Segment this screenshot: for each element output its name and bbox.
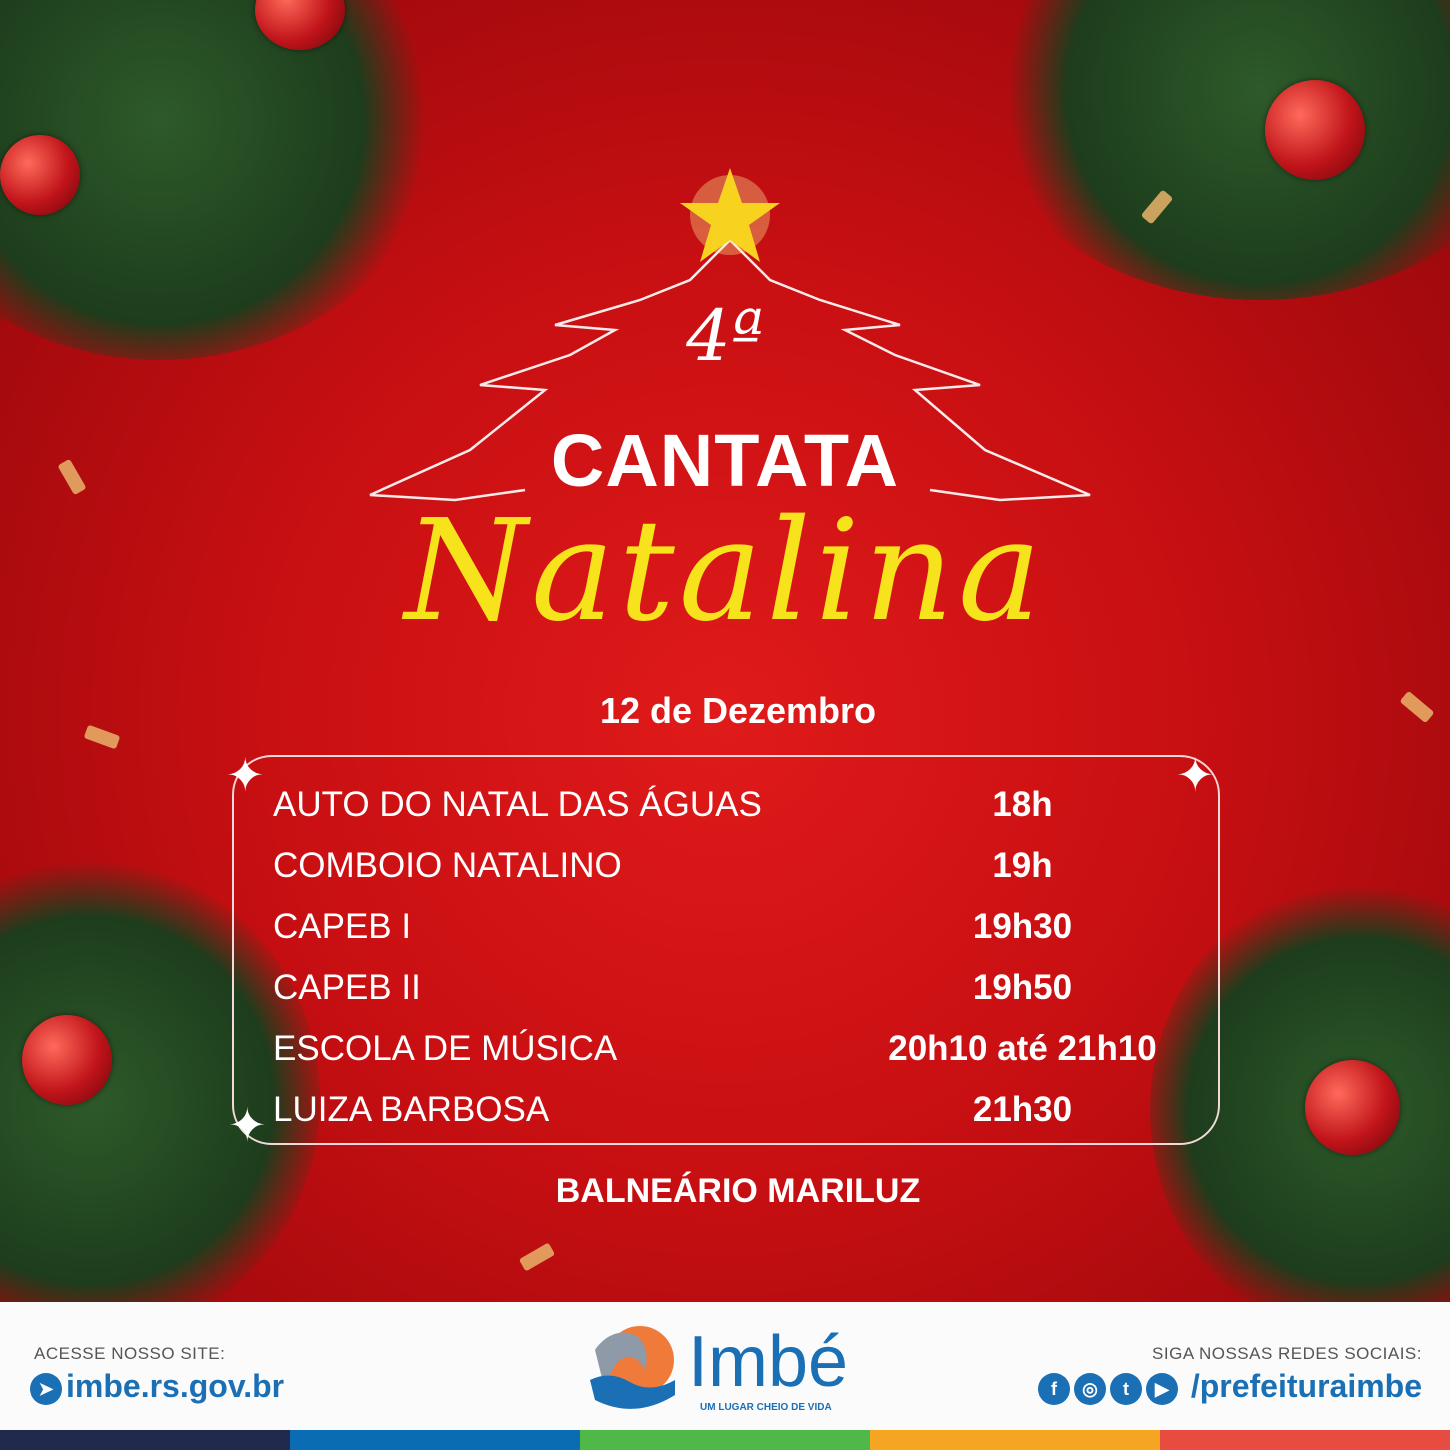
event-location: BALNEÁRIO MARILUZ	[555, 1172, 921, 1210]
imbe-logo-icon	[585, 1320, 680, 1415]
event-date: 12 de Dezembro	[599, 690, 877, 731]
stripe-segment	[580, 1430, 870, 1450]
site-link[interactable]: ➤ imbe.rs.gov.br	[30, 1368, 284, 1405]
act-name: LUIZA BARBOSA	[273, 1090, 550, 1129]
ornament-ball	[0, 135, 80, 215]
site-url: imbe.rs.gov.br	[66, 1368, 285, 1404]
cursor-icon: ➤	[30, 1372, 62, 1405]
act-name: COMBOIO NATALINO	[273, 846, 622, 885]
instagram-icon[interactable]: ◎	[1073, 1372, 1106, 1405]
schedule-row: COMBOIO NATALINO 19h	[0, 846, 1450, 896]
stripe-segment	[290, 1430, 580, 1450]
twitter-icon[interactable]: t	[1109, 1372, 1142, 1405]
color-stripe	[0, 1430, 1450, 1450]
schedule-row: AUTO DO NATAL DAS ÁGUAS 18h	[0, 785, 1450, 835]
logo-tagline: UM LUGAR CHEIO DE VIDA	[700, 1402, 832, 1413]
act-time: 19h	[992, 846, 1053, 885]
act-name: ESCOLA DE MÚSICA	[273, 1029, 618, 1068]
act-time: 21h30	[972, 1090, 1073, 1129]
sparkle-icon: ✦	[228, 1099, 267, 1151]
title-natalina: Natalina	[404, 490, 1046, 653]
social-handle: /prefeituraimbe	[1190, 1368, 1422, 1404]
act-name: CAPEB II	[273, 968, 421, 1007]
youtube-icon[interactable]: ▶	[1145, 1372, 1178, 1405]
ornament-ball	[1305, 1060, 1400, 1155]
act-name: CAPEB I	[273, 907, 412, 946]
edition-number: 4ª	[686, 295, 764, 377]
facebook-icon[interactable]: f	[1037, 1372, 1070, 1405]
footer: ACESSE NOSSO SITE: ➤ imbe.rs.gov.br Imbé …	[0, 1302, 1450, 1430]
title-cantata: CANTATA	[550, 419, 900, 502]
schedule-row: LUIZA BARBOSA 21h30	[0, 1090, 1450, 1140]
schedule-row: ESCOLA DE MÚSICA 20h10 até 21h10	[0, 1029, 1450, 1079]
tree-outline	[369, 168, 1091, 502]
sparkle-icon: ✦	[1176, 749, 1215, 801]
schedule-row: CAPEB II 19h50	[0, 968, 1450, 1018]
ornament-ball	[1265, 80, 1365, 180]
stripe-segment	[1160, 1430, 1450, 1450]
stripe-segment	[870, 1430, 1160, 1450]
schedule-box	[232, 755, 1220, 1145]
sparkle-icon: ✦	[226, 749, 265, 801]
christmas-poster: 4ª CANTATA Natalina 12 de Dezembro ✦ ✦ ✦…	[0, 0, 1450, 1302]
star-icon	[680, 168, 780, 262]
ornament-ball	[22, 1015, 112, 1105]
stripe-segment	[0, 1430, 290, 1450]
social-links[interactable]: f ◎ t ▶ /prefeituraimbe	[1037, 1368, 1422, 1405]
social-label: SIGA NOSSAS REDES SOCIAIS:	[1152, 1344, 1422, 1363]
logo-name: Imbé	[688, 1322, 849, 1402]
act-time: 18h	[992, 785, 1053, 824]
schedule-row: CAPEB I 19h30	[0, 907, 1450, 957]
act-time: 20h10 até 21h10	[888, 1029, 1157, 1068]
act-time: 19h50	[972, 968, 1073, 1007]
act-time: 19h30	[972, 907, 1073, 946]
act-name: AUTO DO NATAL DAS ÁGUAS	[273, 785, 762, 824]
site-label: ACESSE NOSSO SITE:	[34, 1344, 226, 1363]
